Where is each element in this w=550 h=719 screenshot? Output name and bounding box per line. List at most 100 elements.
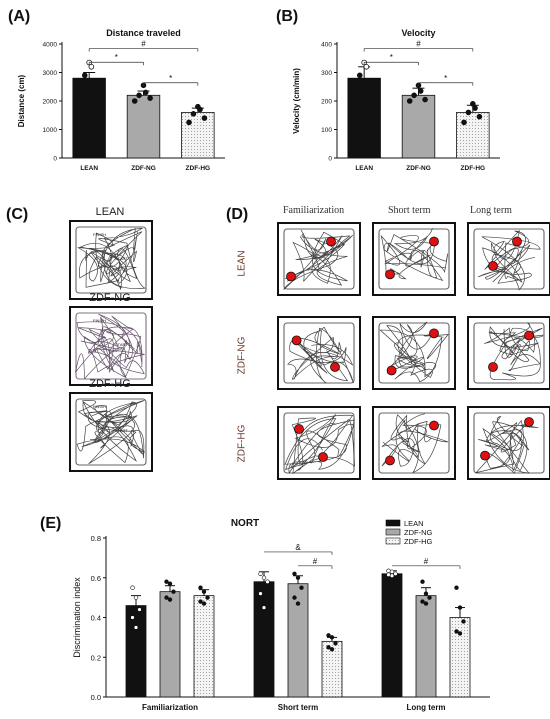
chart-nort: NORT Discrimination index 0.0 0.2 0.4 0.6 0.8 F… xyxy=(72,518,490,712)
start-label: START xyxy=(115,256,128,261)
bar xyxy=(126,94,161,159)
panel-label-a: (A) xyxy=(8,8,31,25)
data-point xyxy=(190,111,197,117)
data-point xyxy=(423,601,429,606)
data-point xyxy=(465,109,472,116)
x-tick-label: LEAN xyxy=(355,165,373,172)
data-point xyxy=(329,647,335,652)
data-point xyxy=(393,571,398,576)
data-point xyxy=(131,98,138,104)
start-label: START xyxy=(115,428,128,433)
data-point xyxy=(133,625,139,630)
tracking-map-zdf-ng: FINISH START xyxy=(69,306,153,386)
object-marker xyxy=(318,452,328,462)
data-point xyxy=(201,115,208,121)
data-point xyxy=(423,591,429,596)
significance-label: # xyxy=(424,557,429,566)
data-point xyxy=(164,595,169,600)
object-marker xyxy=(488,362,498,372)
tracking-map-zdf-ng-0 xyxy=(277,316,361,390)
data-point xyxy=(406,98,413,104)
data-point xyxy=(356,72,363,79)
y-tick-label: 0.0 xyxy=(91,693,101,702)
track-perimeter xyxy=(75,312,147,380)
tracking-map-zdf-ng-2 xyxy=(467,316,550,390)
chart-velocity: Velocity Velocity (cm/min) 0 100 200 300 400 LE… xyxy=(292,28,500,172)
data-point xyxy=(472,105,478,111)
object-marker xyxy=(429,328,439,339)
finish-label: FINISH xyxy=(93,318,106,323)
data-point xyxy=(470,101,476,107)
data-point xyxy=(205,595,210,600)
y-tick-label: 0 xyxy=(328,156,332,163)
track-drawing: FINISH START xyxy=(75,312,147,380)
y-tick-label: 3000 xyxy=(43,70,58,77)
track-path xyxy=(76,400,146,465)
data-point xyxy=(427,595,432,600)
data-point xyxy=(326,633,331,638)
object-marker xyxy=(330,362,340,372)
legend-swatch xyxy=(385,537,401,545)
track-perimeter xyxy=(75,226,147,294)
object-marker xyxy=(385,455,395,466)
tracking-map-zdf-hg: FINISH START xyxy=(69,392,153,472)
tracking-map-zdf-ng-1 xyxy=(372,316,456,390)
start-label: START xyxy=(115,342,128,347)
data-point xyxy=(88,63,95,70)
bar xyxy=(181,112,215,159)
tracking-map-lean-2 xyxy=(467,222,550,296)
track-drawing: FINISH START xyxy=(75,398,147,466)
data-point xyxy=(389,569,395,574)
data-point xyxy=(171,589,176,594)
data-point xyxy=(461,619,466,624)
object-marker xyxy=(294,424,304,434)
legend-label: ZDF-NG xyxy=(404,528,432,537)
x-tick-label: Long term xyxy=(406,703,445,712)
data-point xyxy=(299,585,304,590)
object-marker xyxy=(524,330,534,341)
row-label-zdf-hg: ZDF-HG xyxy=(236,424,248,463)
x-tick-label: ZDF-NG xyxy=(406,165,431,172)
x-tick-label: ZDF-HG xyxy=(186,165,211,172)
data-point xyxy=(265,579,270,584)
track-path xyxy=(284,414,355,475)
track-drawing xyxy=(473,412,545,474)
bar xyxy=(253,581,275,698)
object-marker xyxy=(480,450,490,461)
row-label-zdf-ng: ZDF-NG xyxy=(236,336,248,375)
object-marker xyxy=(291,335,302,346)
track-perimeter xyxy=(283,228,355,290)
data-point xyxy=(137,607,142,612)
data-point xyxy=(130,585,135,590)
data-point xyxy=(454,585,459,590)
data-point xyxy=(363,63,370,70)
y-axis-label: Distance (cm) xyxy=(17,74,26,127)
x-tick-label: ZDF-HG xyxy=(461,165,486,172)
data-point xyxy=(201,589,207,594)
object-marker xyxy=(488,261,498,271)
significance-label: * xyxy=(390,53,393,62)
y-axis-label: Velocity (cm/min) xyxy=(292,68,301,134)
data-point xyxy=(420,599,425,604)
data-point xyxy=(186,119,192,126)
data-point xyxy=(417,88,424,94)
bar xyxy=(159,591,181,698)
data-point xyxy=(258,571,263,576)
track-perimeter xyxy=(283,412,355,474)
data-point xyxy=(258,591,263,596)
significance-label: & xyxy=(295,543,301,552)
chart-distance-traveled: Distance traveled Distance (cm) 0 1000 2000 3… xyxy=(17,28,225,172)
track-path xyxy=(475,416,539,474)
data-point xyxy=(389,573,395,578)
bar xyxy=(401,94,436,159)
panel-label-e: (E) xyxy=(40,515,62,532)
bar xyxy=(415,595,437,698)
data-point xyxy=(201,601,207,606)
tracking-map-zdf-hg-0 xyxy=(277,406,361,480)
tracking-label-zdf-hg: ZDF-HG xyxy=(89,378,131,390)
tracking-map-lean-0 xyxy=(277,222,361,296)
data-point xyxy=(167,597,173,602)
y-tick-label: 0.6 xyxy=(91,574,101,583)
data-point xyxy=(295,601,301,606)
track-path xyxy=(380,228,449,282)
